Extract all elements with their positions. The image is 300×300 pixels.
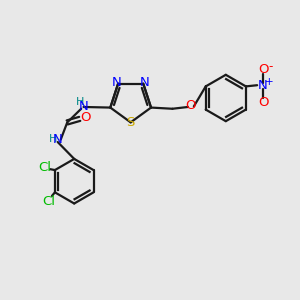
Text: S: S [127, 116, 135, 130]
Text: +: + [265, 77, 273, 87]
Text: Cl: Cl [38, 161, 51, 174]
Text: N: N [53, 133, 63, 146]
Text: O: O [258, 96, 268, 109]
Text: N: N [112, 76, 122, 89]
Text: N: N [257, 79, 267, 92]
Text: O: O [80, 111, 90, 124]
Text: H: H [76, 97, 84, 106]
Text: O: O [186, 99, 196, 112]
Text: N: N [140, 76, 149, 89]
Text: O: O [258, 63, 268, 76]
Text: Cl: Cl [43, 195, 56, 208]
Text: H: H [49, 134, 57, 144]
Text: -: - [268, 60, 272, 73]
Text: N: N [79, 100, 88, 113]
